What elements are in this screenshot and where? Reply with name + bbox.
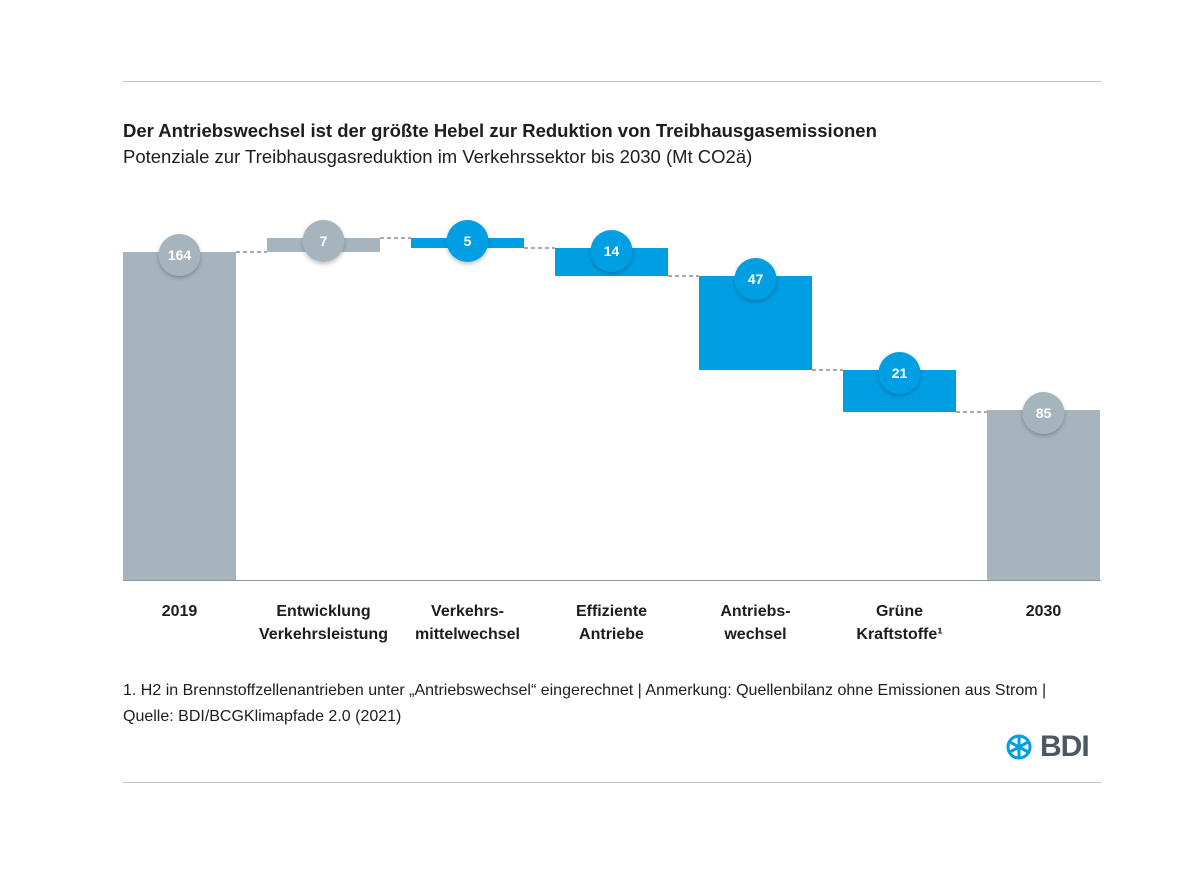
category-label: Antriebs-wechsel xyxy=(720,603,791,643)
bdi-logo: BDI xyxy=(1004,730,1090,764)
value-bubble xyxy=(302,220,345,262)
value-bubble xyxy=(734,258,777,300)
logo-text: BDI xyxy=(1040,730,1090,763)
value-bubble xyxy=(1022,392,1065,434)
value-bubble xyxy=(446,220,489,262)
value-bubble xyxy=(590,230,633,272)
category-label: Entwicklung Verkehrsleistung xyxy=(259,603,388,643)
value-label: 7 xyxy=(320,233,328,249)
waterfall-chart: 164 7 5 14 47 21 85 xyxy=(123,220,1101,581)
category-label: 2019 xyxy=(161,603,198,620)
footnote: 1. H2 in Brennstoffzellenantrieben unter… xyxy=(123,682,1047,725)
category-label: Effiziente Antriebe xyxy=(575,603,648,643)
value-label: 85 xyxy=(1036,405,1052,421)
bottom-rule xyxy=(123,782,1101,783)
value-label: 14 xyxy=(604,243,620,259)
chart-subtitle: Potenziale zur Treibhausgasreduktion im … xyxy=(123,146,753,167)
category-label: 2030 xyxy=(1025,603,1062,620)
bar-0 xyxy=(123,252,236,580)
bdi-emblem-icon xyxy=(1006,734,1032,760)
value-bubble xyxy=(158,234,201,276)
chart-title: Der Antriebswechsel ist der größte Hebel… xyxy=(123,120,877,141)
value-label: 5 xyxy=(464,233,472,249)
value-label: 21 xyxy=(892,365,908,381)
category-label: Verkehrs-mittelwechsel xyxy=(415,603,520,643)
category-label: Grüne Kraftstoffe¹ xyxy=(856,603,943,643)
top-rule xyxy=(123,81,1101,82)
bar-6 xyxy=(987,410,1100,580)
value-label: 47 xyxy=(748,271,764,287)
value-label: 164 xyxy=(168,247,192,263)
value-bubble xyxy=(878,352,921,394)
